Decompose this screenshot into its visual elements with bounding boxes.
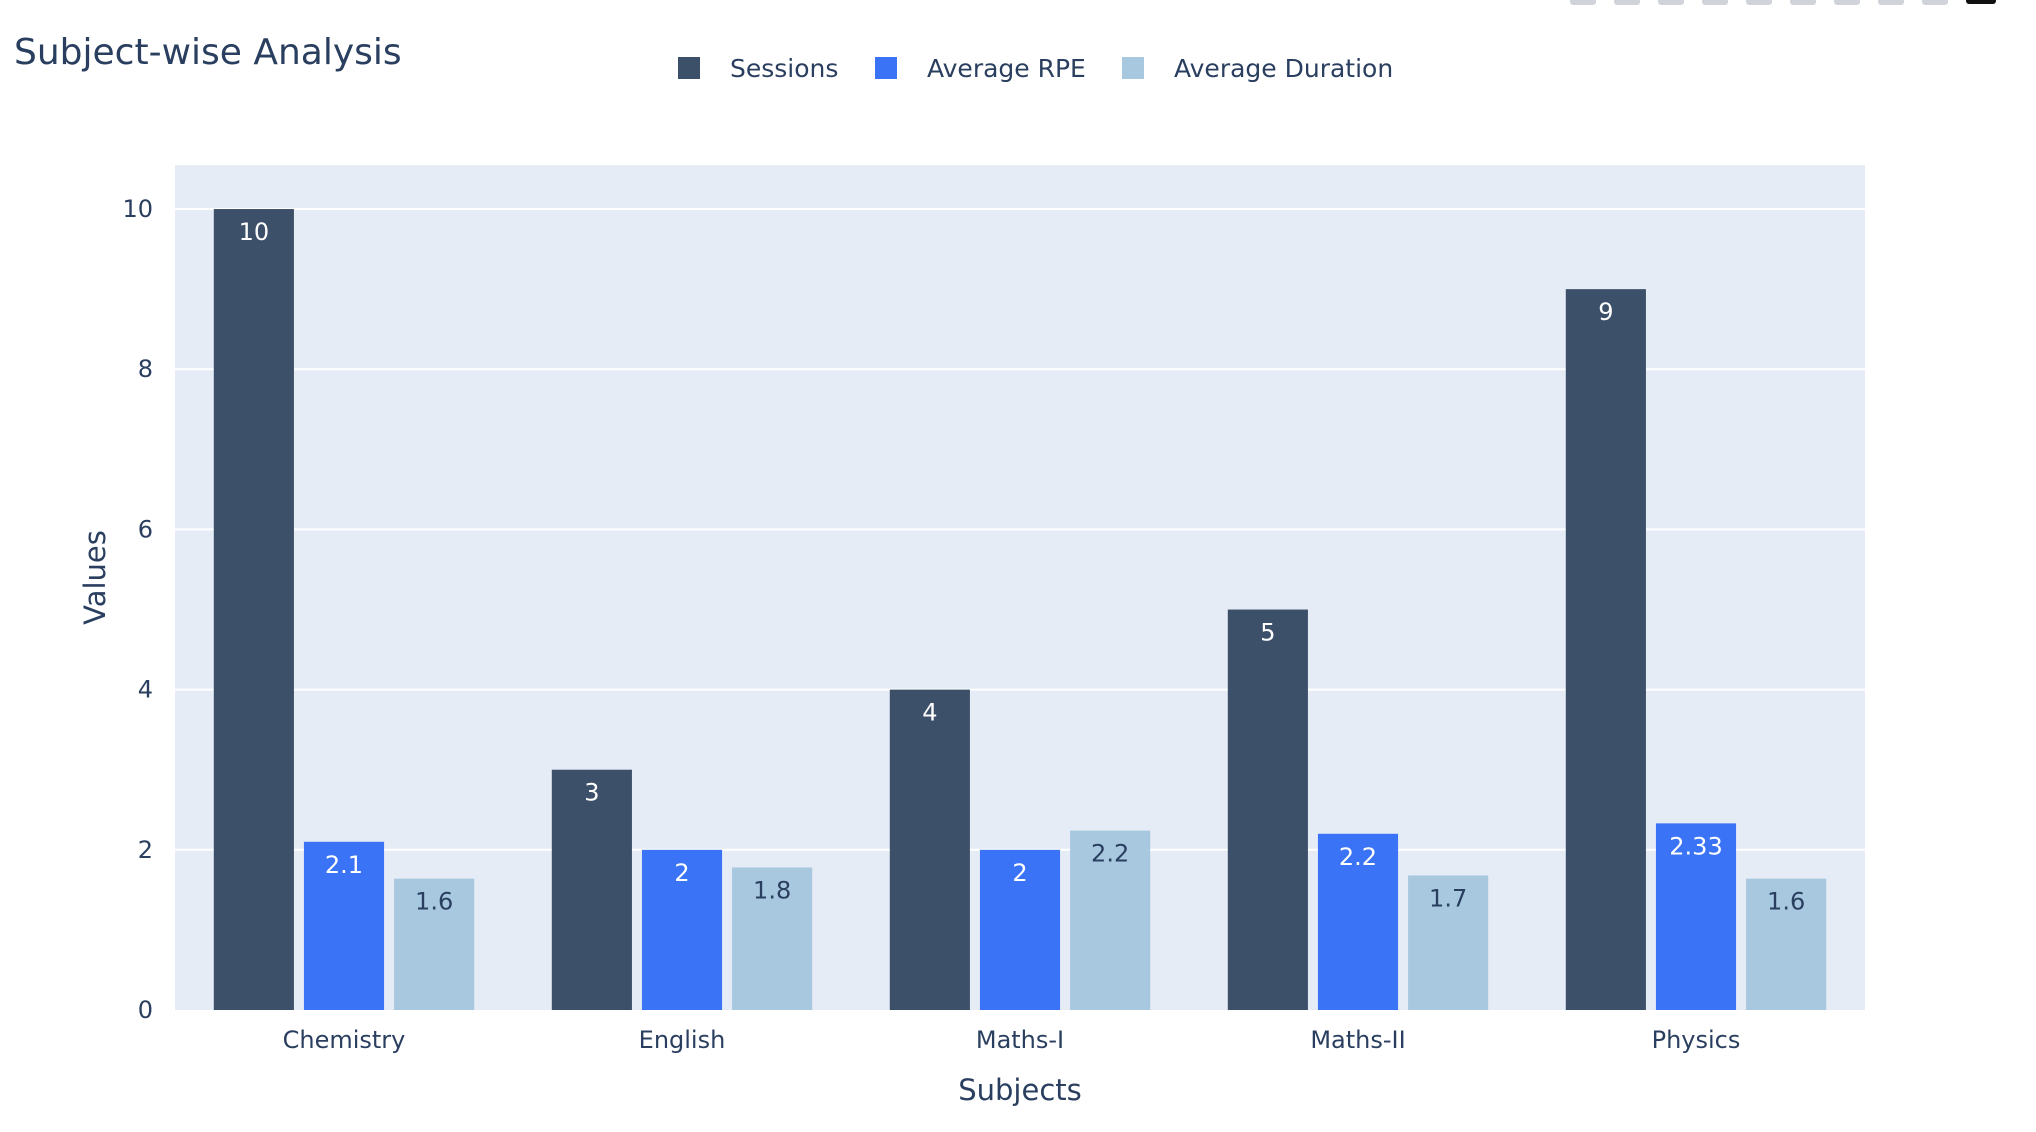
bar-data-label: 2.33	[1669, 832, 1722, 860]
bar	[1070, 830, 1151, 1010]
zoom-out-icon[interactable]	[1834, 0, 1860, 5]
plotly-logo-icon[interactable]	[1966, 0, 1996, 4]
bar-data-label: 2	[674, 859, 689, 887]
y-tick-label: 8	[138, 355, 153, 383]
y-axis-title: Values	[78, 530, 112, 625]
bar-data-label: 4	[922, 699, 937, 727]
x-axis-title: Subjects	[958, 1073, 1082, 1107]
bar	[394, 878, 475, 1010]
x-tick-label: Chemistry	[283, 1026, 406, 1054]
y-axis-ticks: 0 2 4 6 8 10	[122, 195, 153, 1024]
bars	[213, 209, 1827, 1011]
legend-label: Average Duration	[1174, 54, 1393, 83]
y-tick-label: 10	[122, 195, 153, 223]
bar-data-label: 2	[1012, 859, 1027, 887]
lasso-icon[interactable]	[1746, 0, 1772, 5]
x-tick-label: English	[639, 1026, 726, 1054]
zoom-in-icon[interactable]	[1790, 0, 1816, 5]
bar-data-label: 1.6	[415, 888, 453, 916]
modebar	[1570, 0, 1996, 6]
bar	[1565, 289, 1646, 1010]
bar-data-label: 10	[239, 218, 270, 246]
bar-data-label: 1.7	[1429, 884, 1467, 912]
x-tick-label: Maths-I	[976, 1026, 1064, 1054]
y-tick-label: 4	[138, 676, 153, 704]
zoom-icon[interactable]	[1614, 0, 1640, 5]
bar	[303, 841, 385, 1010]
bar-data-label: 5	[1260, 619, 1275, 647]
autoscale-icon[interactable]	[1878, 0, 1904, 5]
bar	[551, 769, 632, 1010]
pan-icon[interactable]	[1658, 0, 1684, 5]
legend-swatch	[875, 57, 897, 79]
bar-data-label: 2.2	[1091, 840, 1129, 868]
bar-data-label: 2.2	[1339, 843, 1377, 871]
y-tick-label: 6	[138, 515, 153, 543]
bar	[1317, 833, 1399, 1010]
bar-data-label: 1.6	[1767, 888, 1805, 916]
legend-swatch	[1122, 57, 1144, 79]
bar-data-label: 2.1	[325, 851, 363, 879]
legend-label: Average RPE	[927, 54, 1086, 83]
bar-labels: 10 2.1 1.6 3 2 1.8 4 2 2.2 5 2.2 1.7 9 2.33 1.6	[239, 218, 1806, 916]
legend: Sessions Average RPE Average Duration	[678, 54, 1393, 83]
bar	[641, 849, 723, 1010]
bar	[732, 867, 813, 1010]
bar	[213, 209, 294, 1011]
x-tick-label: Physics	[1652, 1026, 1741, 1054]
reset-axes-icon[interactable]	[1922, 0, 1948, 5]
y-tick-label: 0	[138, 996, 153, 1024]
bar	[1655, 823, 1737, 1010]
x-axis-ticks: Chemistry English Maths-I Maths-II Physics	[283, 1026, 1741, 1054]
y-tick-label: 2	[138, 836, 153, 864]
x-tick-label: Maths-II	[1310, 1026, 1405, 1054]
bar-data-label: 3	[584, 779, 599, 807]
legend-label: Sessions	[730, 54, 838, 83]
box-select-icon[interactable]	[1702, 0, 1728, 5]
camera-icon[interactable]	[1570, 0, 1596, 5]
bar	[1408, 875, 1489, 1010]
bar	[1227, 609, 1308, 1010]
bar-data-label: 1.8	[753, 876, 791, 904]
bar	[1746, 878, 1827, 1010]
bar	[889, 689, 970, 1010]
chart-title: Subject-wise Analysis	[14, 32, 402, 73]
bar-data-label: 9	[1598, 298, 1613, 326]
bar	[979, 849, 1061, 1010]
legend-swatch	[678, 57, 700, 79]
